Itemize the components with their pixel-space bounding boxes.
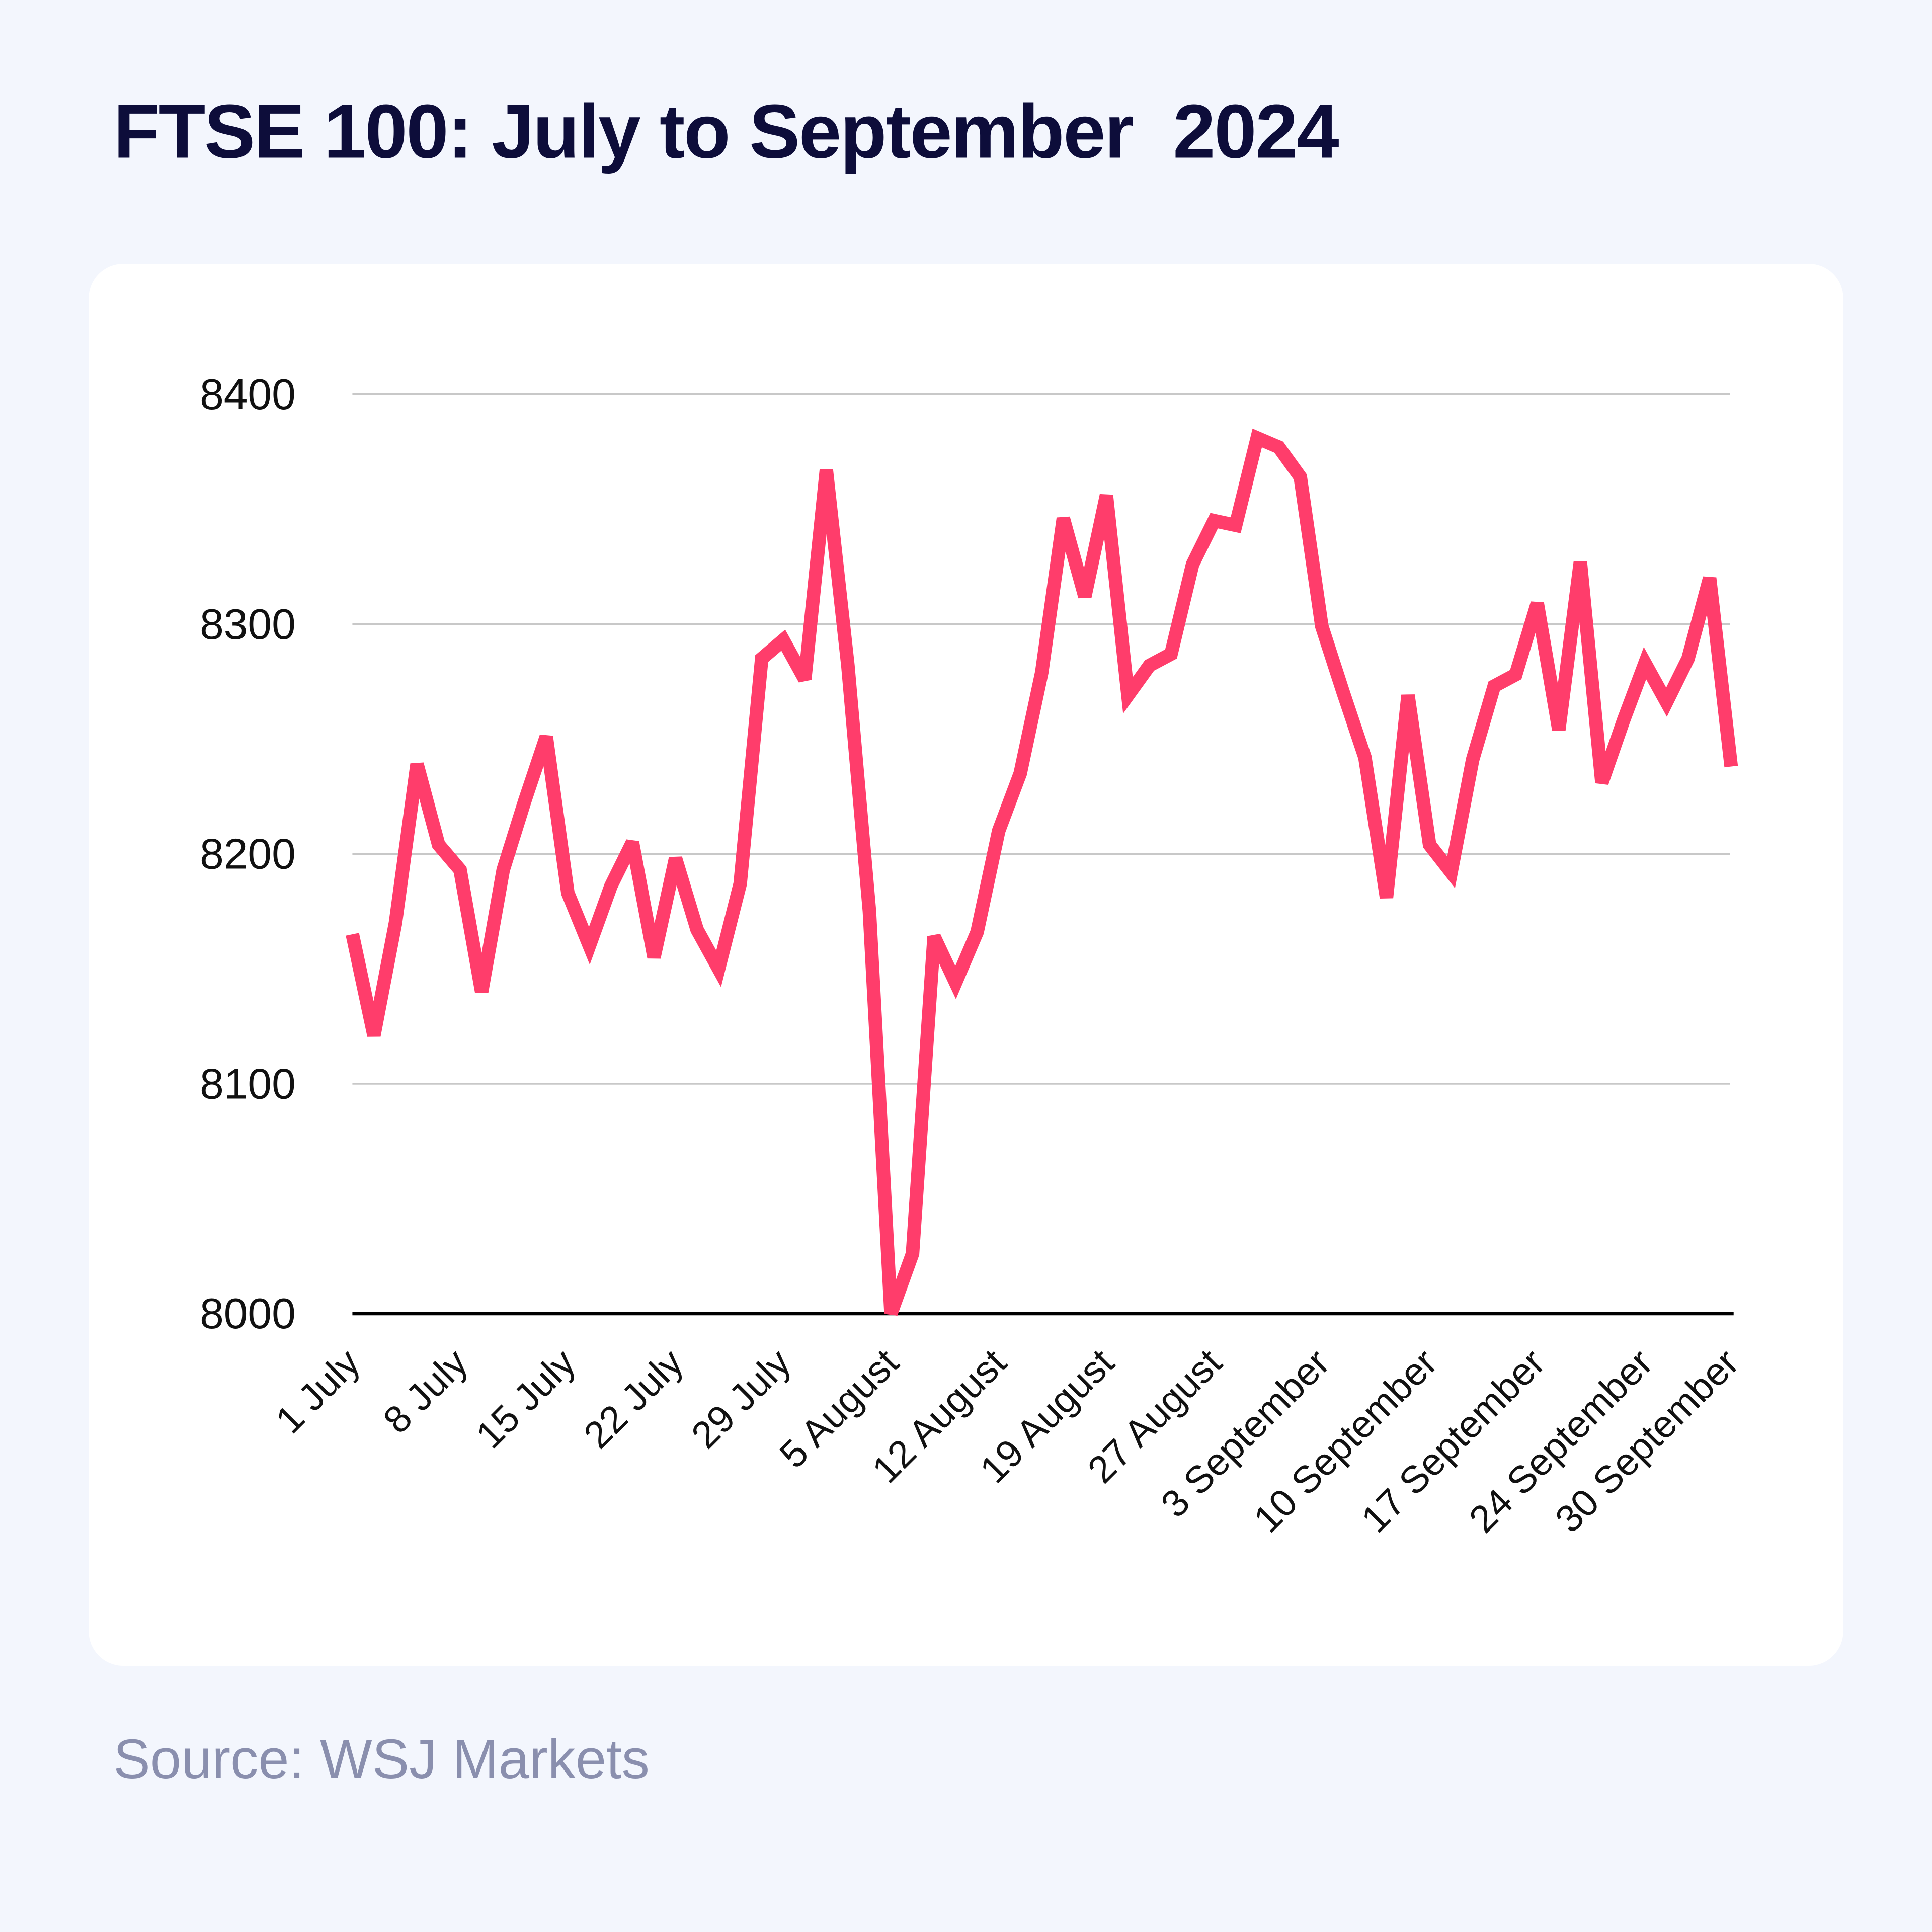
x-tick-label: 10 September: [1246, 1341, 1445, 1541]
x-tick-label: 22 July: [576, 1341, 691, 1457]
y-tick-label: 8300: [200, 600, 296, 649]
x-tick-label: 1 July: [268, 1341, 368, 1441]
source-note: Source: WSJ Markets: [113, 1727, 650, 1791]
ftse-series-line: [346, 428, 1738, 1316]
y-tick-label: 8000: [200, 1290, 296, 1338]
x-tick-label: 15 July: [468, 1341, 584, 1457]
chart-title: FTSE 100: July to September 2024: [113, 90, 1339, 175]
y-tick-label: 8100: [200, 1060, 296, 1108]
x-tick-label: 17 September: [1353, 1341, 1553, 1541]
y-tick-label: 8400: [200, 370, 296, 419]
x-tick-label: 8 July: [375, 1341, 476, 1441]
y-tick-label: 8200: [200, 830, 296, 878]
